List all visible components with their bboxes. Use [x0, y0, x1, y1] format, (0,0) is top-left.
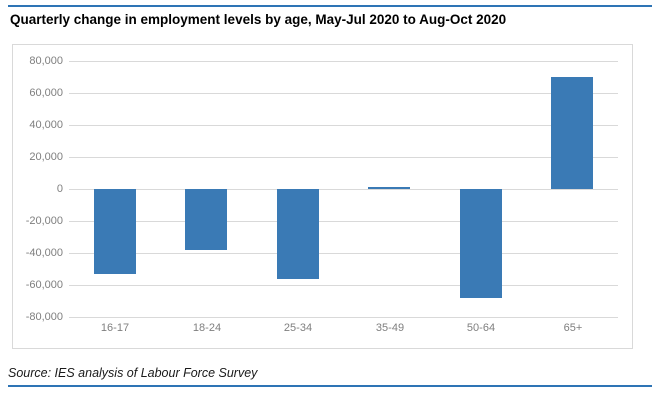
x-tick-label: 50-64 — [466, 322, 496, 334]
gridline — [69, 221, 618, 222]
y-tick-label: -80,000 — [25, 311, 63, 323]
gridline — [69, 285, 618, 286]
bar-25-34 — [277, 189, 319, 279]
bar-35-49 — [368, 187, 410, 189]
gridline — [69, 93, 618, 94]
x-tick-label: 35-49 — [375, 322, 405, 334]
chart-area: 80,000 60,000 40,000 20,000 0 -20,000 -40,000 -… — [12, 44, 633, 349]
gridline — [69, 253, 618, 254]
gridline — [69, 157, 618, 158]
source-note: Source: IES analysis of Labour Force Sur… — [8, 366, 258, 380]
gridline — [69, 317, 618, 318]
x-tick-label: 18-24 — [192, 322, 222, 334]
x-tick-label: 16-17 — [100, 322, 130, 334]
y-tick-label: 20,000 — [29, 151, 63, 163]
x-tick-label: 25-34 — [283, 322, 313, 334]
y-tick-label: -40,000 — [25, 247, 63, 259]
y-tick-label: -60,000 — [25, 279, 63, 291]
y-tick-label: 80,000 — [29, 55, 63, 67]
y-tick-label: -20,000 — [25, 215, 63, 227]
gridline — [69, 61, 618, 62]
y-tick-label: 0 — [56, 183, 63, 195]
gridline — [69, 125, 618, 126]
zero-gridline — [69, 189, 618, 190]
bar-16-17 — [94, 189, 136, 274]
top-divider-rule — [8, 5, 652, 7]
bar-18-24 — [185, 189, 227, 250]
chart-title: Quarterly change in employment levels by… — [10, 12, 507, 27]
y-tick-label: 60,000 — [29, 87, 63, 99]
bar-65+ — [551, 77, 593, 189]
x-tick-label: 65+ — [563, 322, 583, 334]
bar-50-64 — [460, 189, 502, 298]
bottom-divider-rule — [8, 385, 652, 387]
y-tick-label: 40,000 — [29, 119, 63, 131]
